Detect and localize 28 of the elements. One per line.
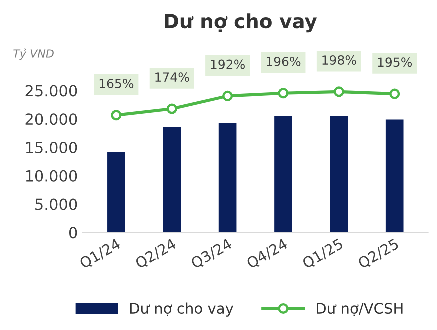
y-tick-label: 0 <box>69 227 78 239</box>
point <box>278 88 289 99</box>
point <box>166 104 178 114</box>
bar <box>330 116 348 233</box>
data-label: 198% <box>322 56 356 65</box>
data-label: 196% <box>266 56 301 66</box>
legend-label: Dư nợ/VCSH <box>317 303 403 317</box>
y-axis-title: Tỷ VND <box>14 48 54 60</box>
data-label: 165% <box>100 78 134 88</box>
y-tick-label: 10.000 <box>26 170 78 182</box>
bar <box>218 123 237 233</box>
bar <box>386 120 404 233</box>
y-tick-label: 20.000 <box>26 114 78 126</box>
data-label: 195% <box>378 58 412 68</box>
chart-title: Dư nợ cho vay <box>165 14 318 33</box>
data-label: 192% <box>211 60 245 70</box>
data-label: 174% <box>156 72 190 82</box>
y-tick-label: 5.000 <box>36 198 78 210</box>
legend-label: Dư nợ cho vay <box>130 302 234 317</box>
y-tick-label: 25.000 <box>26 85 78 97</box>
point <box>222 90 234 102</box>
point <box>390 88 400 100</box>
point <box>334 86 344 98</box>
y-tick-label: 15.000 <box>26 142 78 154</box>
bar <box>274 116 292 233</box>
bar <box>163 127 182 233</box>
bar <box>108 152 126 233</box>
point <box>111 110 122 121</box>
